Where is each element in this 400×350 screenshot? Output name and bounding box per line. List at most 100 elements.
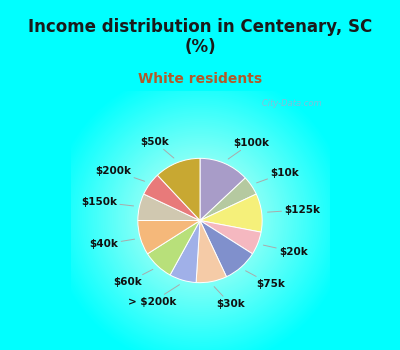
Ellipse shape — [157, 175, 243, 261]
Wedge shape — [138, 220, 200, 254]
Ellipse shape — [149, 168, 251, 269]
Ellipse shape — [153, 172, 247, 265]
Ellipse shape — [183, 202, 217, 235]
Wedge shape — [200, 178, 256, 220]
Ellipse shape — [106, 125, 294, 312]
Ellipse shape — [166, 185, 234, 252]
Ellipse shape — [63, 81, 337, 350]
Ellipse shape — [196, 215, 204, 222]
Ellipse shape — [70, 89, 330, 348]
Ellipse shape — [189, 207, 211, 230]
Ellipse shape — [127, 145, 273, 292]
Ellipse shape — [91, 110, 309, 327]
Text: $75k: $75k — [246, 271, 285, 289]
Ellipse shape — [87, 106, 313, 331]
Ellipse shape — [181, 199, 219, 237]
Ellipse shape — [65, 83, 335, 350]
Ellipse shape — [170, 188, 230, 248]
Ellipse shape — [104, 122, 296, 314]
Ellipse shape — [102, 121, 298, 316]
Ellipse shape — [110, 128, 290, 309]
Ellipse shape — [95, 113, 305, 324]
Ellipse shape — [67, 85, 333, 350]
Ellipse shape — [93, 111, 307, 326]
Ellipse shape — [134, 153, 266, 284]
Ellipse shape — [194, 213, 206, 224]
Ellipse shape — [130, 149, 270, 288]
Text: $10k: $10k — [256, 168, 299, 183]
Ellipse shape — [116, 134, 284, 303]
Ellipse shape — [174, 192, 226, 245]
Text: $125k: $125k — [268, 205, 320, 215]
Ellipse shape — [129, 147, 271, 290]
Ellipse shape — [121, 140, 279, 297]
Text: $50k: $50k — [140, 136, 174, 158]
Ellipse shape — [50, 68, 350, 350]
Wedge shape — [138, 194, 200, 220]
Ellipse shape — [155, 173, 245, 264]
Ellipse shape — [82, 100, 318, 337]
Ellipse shape — [76, 94, 324, 342]
Ellipse shape — [168, 187, 232, 250]
Ellipse shape — [160, 179, 240, 258]
Ellipse shape — [114, 132, 286, 305]
Ellipse shape — [192, 211, 208, 226]
Ellipse shape — [72, 91, 328, 346]
Ellipse shape — [176, 194, 224, 243]
Ellipse shape — [74, 93, 326, 344]
Wedge shape — [148, 220, 200, 275]
Wedge shape — [200, 220, 261, 254]
Wedge shape — [144, 175, 200, 220]
Ellipse shape — [159, 177, 241, 260]
Ellipse shape — [89, 108, 311, 329]
Ellipse shape — [144, 162, 256, 275]
Ellipse shape — [146, 164, 254, 273]
Ellipse shape — [185, 203, 215, 233]
Ellipse shape — [187, 205, 213, 232]
Wedge shape — [200, 220, 252, 277]
Text: City-Data.com: City-Data.com — [254, 99, 322, 108]
Text: White residents: White residents — [138, 72, 262, 86]
Ellipse shape — [138, 156, 262, 280]
Ellipse shape — [112, 130, 288, 307]
Ellipse shape — [164, 183, 236, 254]
Ellipse shape — [178, 196, 222, 241]
Text: $30k: $30k — [214, 287, 245, 309]
Ellipse shape — [172, 190, 228, 247]
Ellipse shape — [108, 126, 292, 310]
Ellipse shape — [100, 119, 300, 318]
Ellipse shape — [191, 209, 209, 228]
Ellipse shape — [132, 151, 268, 286]
Ellipse shape — [80, 98, 320, 338]
Text: > $200k: > $200k — [128, 285, 180, 307]
Ellipse shape — [78, 96, 322, 341]
Ellipse shape — [136, 155, 264, 282]
Ellipse shape — [162, 181, 238, 256]
Ellipse shape — [140, 158, 260, 279]
Wedge shape — [200, 194, 262, 232]
Text: $200k: $200k — [95, 166, 144, 181]
Ellipse shape — [123, 141, 277, 295]
Ellipse shape — [54, 72, 346, 350]
Ellipse shape — [148, 166, 252, 271]
Ellipse shape — [142, 160, 258, 276]
Wedge shape — [158, 158, 200, 220]
Ellipse shape — [119, 138, 281, 299]
Ellipse shape — [125, 143, 275, 294]
Text: Income distribution in Centenary, SC
(%): Income distribution in Centenary, SC (%) — [28, 18, 372, 56]
Text: $40k: $40k — [90, 239, 134, 249]
Ellipse shape — [61, 79, 339, 350]
Ellipse shape — [179, 198, 221, 239]
Text: $100k: $100k — [228, 138, 270, 159]
Ellipse shape — [198, 217, 202, 220]
Ellipse shape — [57, 76, 343, 350]
Ellipse shape — [52, 70, 348, 350]
Ellipse shape — [68, 87, 332, 350]
Ellipse shape — [117, 136, 283, 301]
Text: $60k: $60k — [113, 270, 153, 287]
Ellipse shape — [86, 104, 314, 333]
Wedge shape — [200, 158, 245, 220]
Wedge shape — [170, 220, 200, 282]
Ellipse shape — [97, 115, 303, 322]
Text: $20k: $20k — [263, 245, 308, 257]
